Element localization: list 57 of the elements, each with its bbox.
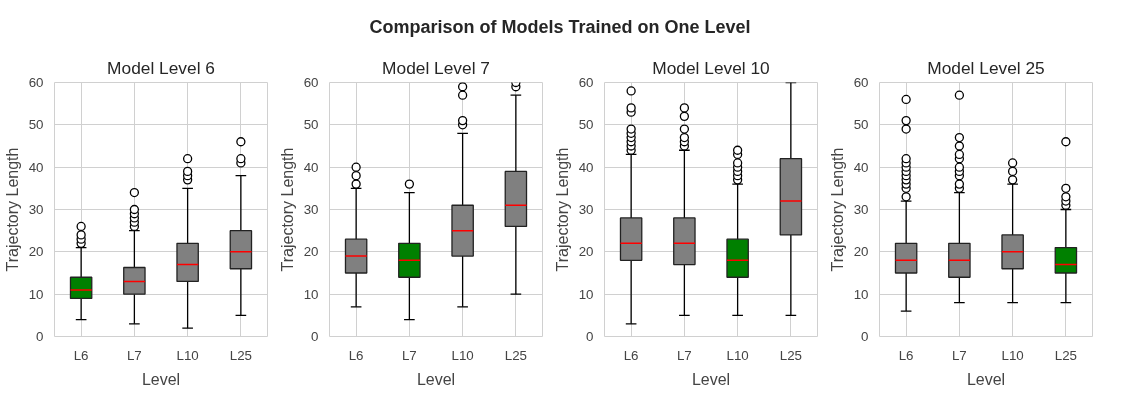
y-tick-label: 60 — [303, 75, 319, 90]
x-axis-title: Level — [141, 370, 181, 388]
x-tick-label: L6 — [898, 347, 914, 363]
y-tick-label: 50 — [28, 117, 44, 133]
y-tick-label: 40 — [28, 159, 44, 175]
y-tick-label: 50 — [303, 117, 319, 133]
y-tick-label: 0 — [586, 329, 594, 344]
x-tick-label: L6 — [348, 347, 364, 363]
x-tick-label: L25 — [779, 347, 803, 363]
chart-title: Model Level 7 — [382, 57, 490, 78]
y-tick-label: 30 — [303, 202, 319, 217]
x-tick-label: L7 — [126, 347, 142, 363]
y-tick-label: 20 — [303, 244, 319, 260]
y-tick-label: 0 — [311, 329, 319, 344]
y-axis-title: Trajectory Length — [278, 147, 296, 272]
y-tick-label: 40 — [303, 159, 319, 175]
y-tick-label: 10 — [303, 286, 319, 302]
y-tick-label: 50 — [853, 117, 869, 133]
y-tick-label: 50 — [578, 117, 594, 133]
y-tick-label: 30 — [853, 202, 869, 217]
x-tick-label: L10 — [726, 347, 749, 363]
x-tick-label: L7 — [401, 347, 417, 363]
x-tick-label: L10 — [1001, 347, 1024, 363]
y-axis-title: Trajectory Length — [553, 147, 571, 272]
x-tick-label: L7 — [676, 347, 692, 363]
x-tick-label: L6 — [623, 347, 639, 363]
x-axis-title: Level — [416, 370, 456, 388]
y-tick-label: 10 — [28, 286, 44, 302]
y-tick-label: 20 — [578, 244, 594, 260]
y-axis-title: Trajectory Length — [828, 147, 846, 272]
y-tick-label: 0 — [861, 329, 869, 344]
chart-title: Model Level 10 — [652, 57, 770, 78]
x-tick-label: L7 — [951, 347, 967, 363]
y-tick-label: 10 — [853, 286, 869, 302]
y-tick-label: 30 — [28, 202, 44, 217]
x-tick-label: L10 — [451, 347, 474, 363]
x-tick-label: L10 — [176, 347, 199, 363]
x-tick-label: L25 — [229, 347, 253, 363]
y-tick-label: 10 — [578, 286, 594, 302]
x-axis-title: Level — [966, 370, 1006, 388]
y-tick-label: 60 — [28, 75, 44, 90]
y-axis-title: Trajectory Length — [3, 147, 21, 272]
x-axis-title: Level — [691, 370, 731, 388]
y-tick-label: 60 — [578, 75, 594, 90]
x-tick-label: L25 — [1054, 347, 1078, 363]
y-tick-label: 20 — [28, 244, 44, 260]
chart-title: Model Level 25 — [927, 57, 1045, 78]
y-tick-label: 40 — [578, 159, 594, 175]
y-tick-label: 40 — [853, 159, 869, 175]
x-tick-label: L25 — [504, 347, 528, 363]
y-tick-label: 0 — [36, 329, 44, 344]
y-tick-label: 30 — [578, 202, 594, 217]
y-tick-label: 20 — [853, 244, 869, 260]
y-tick-label: 60 — [853, 75, 869, 90]
chart-title: Model Level 6 — [107, 57, 215, 78]
text: Comparison of Models Trained on One Level — [369, 16, 751, 39]
x-tick-label: L6 — [73, 347, 89, 363]
